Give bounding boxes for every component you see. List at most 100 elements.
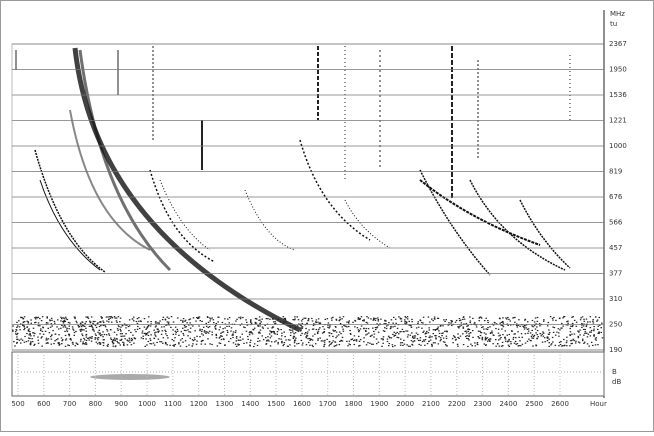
- noise-dot: [339, 322, 342, 325]
- noise-dot: [416, 338, 419, 340]
- noise-dot: [354, 326, 356, 328]
- noise-dot: [498, 345, 501, 347]
- noise-dot: [145, 328, 147, 330]
- noise-dot: [550, 344, 552, 346]
- noise-dot: [63, 324, 66, 326]
- noise-dot: [301, 318, 304, 320]
- noise-dot: [161, 330, 164, 332]
- noise-dot: [359, 328, 362, 330]
- noise-dot: [65, 329, 68, 331]
- noise-dot: [357, 329, 360, 331]
- noise-dot: [289, 334, 292, 337]
- noise-dot: [52, 329, 54, 332]
- noise-dot: [323, 331, 326, 333]
- noise-dot: [53, 322, 56, 324]
- noise-dot: [183, 324, 186, 327]
- noise-dot: [457, 336, 459, 339]
- noise-dot: [467, 345, 469, 348]
- noise-dot: [245, 319, 247, 321]
- noise-dot: [595, 316, 597, 318]
- noise-dot: [258, 316, 261, 318]
- noise-dot: [185, 345, 188, 348]
- noise-dot: [110, 338, 113, 341]
- noise-dot: [184, 319, 187, 321]
- noise-dot: [49, 319, 51, 321]
- noise-dot: [444, 343, 447, 346]
- right-tick-label: 1950: [609, 66, 627, 74]
- noise-dot: [562, 345, 564, 347]
- noise-dot: [400, 320, 403, 322]
- noise-dot: [305, 344, 308, 346]
- noise-dot: [125, 327, 127, 329]
- noise-dot: [234, 343, 237, 345]
- noise-dot: [301, 344, 304, 346]
- noise-dot: [317, 339, 319, 341]
- noise-dot: [305, 337, 308, 339]
- noise-dot: [232, 342, 235, 344]
- noise-dot: [67, 321, 70, 324]
- noise-dot: [377, 324, 380, 326]
- noise-dot: [47, 338, 50, 340]
- noise-dot: [431, 336, 433, 338]
- noise-dot: [339, 318, 341, 320]
- noise-dot: [22, 324, 24, 327]
- noise-dot: [504, 338, 507, 340]
- noise-dot: [112, 339, 115, 341]
- noise-dot: [249, 345, 251, 347]
- noise-dot: [110, 316, 113, 318]
- noise-dot: [28, 328, 30, 330]
- noise-dot: [566, 336, 568, 338]
- noise-dot: [23, 321, 26, 323]
- noise-dot: [104, 326, 107, 328]
- noise-dot: [207, 316, 209, 319]
- noise-dot: [371, 327, 374, 329]
- noise-dot: [188, 324, 190, 326]
- noise-dot: [514, 316, 516, 319]
- noise-dot: [29, 344, 32, 346]
- noise-dot: [561, 327, 563, 329]
- noise-dot: [182, 318, 185, 320]
- noise-dot: [255, 322, 258, 324]
- noise-dot: [69, 338, 71, 340]
- noise-dot: [165, 330, 167, 333]
- noise-dot: [573, 333, 576, 335]
- noise-dot: [278, 338, 280, 340]
- noise-dot: [149, 338, 151, 340]
- noise-dot: [94, 337, 97, 339]
- noise-dot: [266, 339, 268, 341]
- noise-dot: [57, 338, 59, 340]
- noise-dot: [335, 326, 337, 328]
- noise-dot: [377, 331, 380, 333]
- noise-dot: [543, 319, 545, 321]
- noise-dot: [137, 325, 139, 328]
- noise-dot: [510, 341, 512, 343]
- noise-dot: [359, 338, 362, 341]
- noise-dot: [33, 344, 35, 346]
- noise-dot: [476, 343, 479, 346]
- noise-dot: [281, 332, 283, 334]
- noise-dot: [294, 327, 297, 329]
- noise-dot: [110, 321, 113, 323]
- noise-dot: [367, 342, 369, 344]
- noise-dot: [51, 319, 53, 321]
- noise-dot: [146, 326, 149, 328]
- noise-dot: [411, 321, 413, 323]
- noise-dot: [401, 342, 404, 344]
- noise-dot: [63, 319, 66, 321]
- noise-dot: [13, 341, 15, 343]
- noise-dot: [448, 322, 450, 324]
- noise-dot: [341, 318, 343, 320]
- noise-dot: [314, 333, 316, 335]
- noise-dot: [17, 325, 19, 327]
- noise-dot: [517, 324, 520, 326]
- noise-dot: [410, 325, 412, 327]
- noise-dot: [294, 328, 296, 330]
- noise-dot: [373, 317, 375, 319]
- noise-dot: [85, 327, 87, 329]
- noise-dot: [270, 341, 273, 343]
- noise-dot: [398, 333, 400, 335]
- noise-dot: [18, 339, 21, 341]
- noise-dot: [458, 337, 460, 339]
- noise-dot: [524, 318, 527, 320]
- noise-dot: [58, 344, 60, 346]
